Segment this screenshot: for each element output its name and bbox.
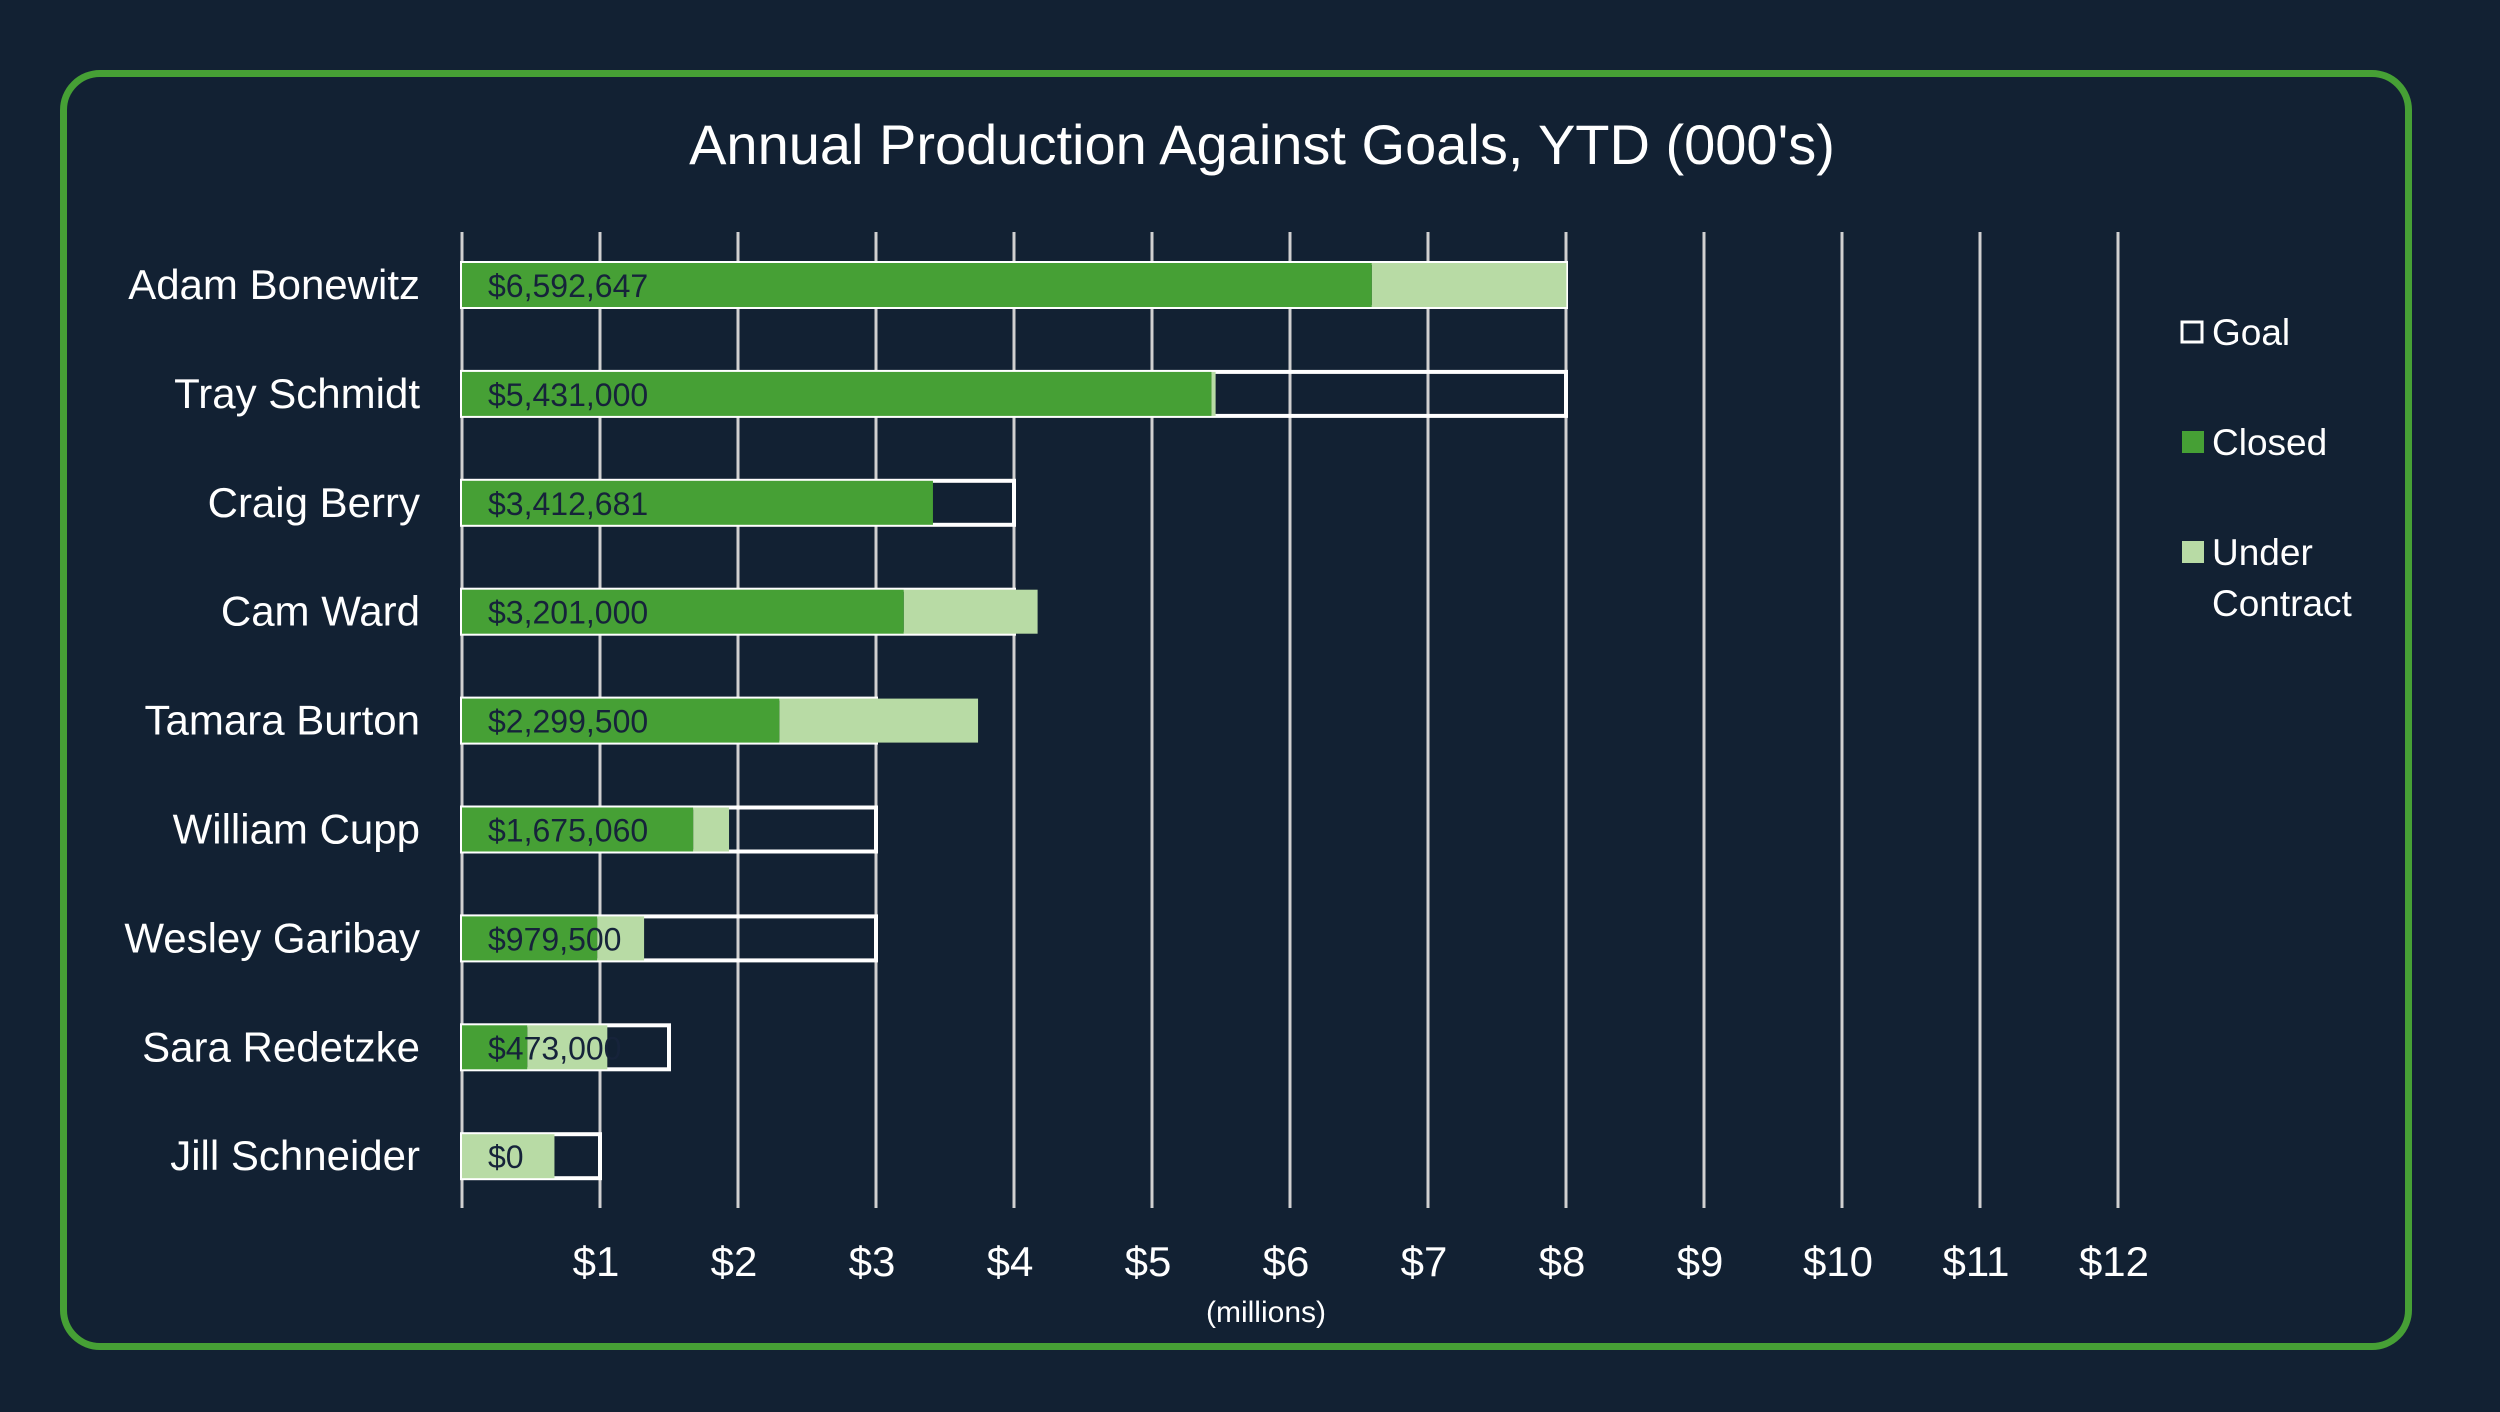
category-label: Tamara Burton (145, 697, 420, 744)
legend-under-contract-swatch (2182, 541, 2204, 563)
x-tick-labels: $1 $2 $3 $4 $5 $6 $7 $8 $9 $10 $11 $12 (573, 1238, 2149, 1285)
data-label: $0 (488, 1139, 524, 1175)
legend-closed-swatch (2182, 431, 2204, 453)
under-contract-bar (903, 589, 1038, 634)
data-label: $3,412,681 (488, 486, 648, 522)
category-label: Craig Berry (208, 479, 420, 526)
legend-goal-label: Goal (2212, 312, 2290, 353)
x-tick-label: $1 (573, 1238, 620, 1285)
category-label: Wesley Garibay (124, 914, 420, 961)
legend-under-contract-label: Under Contract (2212, 532, 2353, 624)
legend-closed-label: Closed (2212, 422, 2327, 463)
category-labels: Adam Bonewitz Tray Schmidt Craig Berry Cam … (124, 261, 420, 1179)
x-tick-label: $10 (1803, 1238, 1873, 1285)
chart-title: Annual Production Against Goals, YTD (00… (689, 113, 1835, 176)
under-contract-bar (1371, 263, 1567, 307)
x-tick-label: $6 (1263, 1238, 1310, 1285)
category-label: Cam Ward (221, 588, 420, 635)
category-label: Adam Bonewitz (128, 261, 420, 308)
legend: Goal Closed Under Contract (2180, 312, 2353, 624)
x-tick-label: $3 (849, 1238, 896, 1285)
category-label: Jill Schneider (170, 1132, 420, 1179)
data-label: $5,431,000 (488, 377, 648, 413)
data-label: $2,299,500 (488, 704, 648, 740)
x-tick-label: $4 (987, 1238, 1034, 1285)
under-contract-bar (779, 698, 979, 743)
x-axis-label: (millions) (1206, 1296, 1326, 1329)
x-tick-label: $7 (1401, 1238, 1448, 1285)
legend-text-line: Under (2212, 532, 2313, 573)
closed-bar (462, 698, 780, 743)
chart-card (60, 70, 2412, 1350)
x-tick-label: $8 (1539, 1238, 1586, 1285)
under-contract-bar (693, 807, 730, 852)
under-contract-bar (597, 916, 645, 961)
closed-bar (462, 371, 1212, 416)
closed-bar (462, 263, 1372, 307)
closed-bar (462, 916, 598, 961)
x-tick-label: $2 (711, 1238, 758, 1285)
legend-text-line: Contract (2212, 583, 2353, 624)
under-contract-bar (462, 1134, 555, 1179)
category-label: William Cupp (173, 806, 420, 853)
data-label: $1,675,060 (488, 813, 648, 849)
closed-bar (462, 480, 933, 525)
x-tick-label: $11 (1943, 1238, 2010, 1285)
legend-goal-swatch (2180, 320, 2204, 344)
category-label: Tray Schmidt (174, 370, 420, 417)
closed-bar (462, 1025, 528, 1070)
closed-bar (462, 807, 694, 852)
x-tick-label: $9 (1677, 1238, 1724, 1285)
data-label: $979,500 (488, 921, 621, 957)
under-contract-bar (527, 1025, 608, 1070)
category-label: Sara Redetzke (142, 1023, 420, 1070)
data-label: $3,201,000 (488, 595, 648, 631)
x-tick-label: $5 (1125, 1238, 1172, 1285)
data-label: $473,000 (488, 1030, 621, 1066)
x-tick-label: $12 (2079, 1238, 2149, 1285)
bars: $6,592,647 $5,431,000 $3,412,681 $3,201,000… (460, 261, 1568, 1181)
under-contract-bar (1211, 371, 1216, 416)
closed-bar (462, 589, 904, 634)
data-label: $6,592,647 (488, 268, 648, 304)
